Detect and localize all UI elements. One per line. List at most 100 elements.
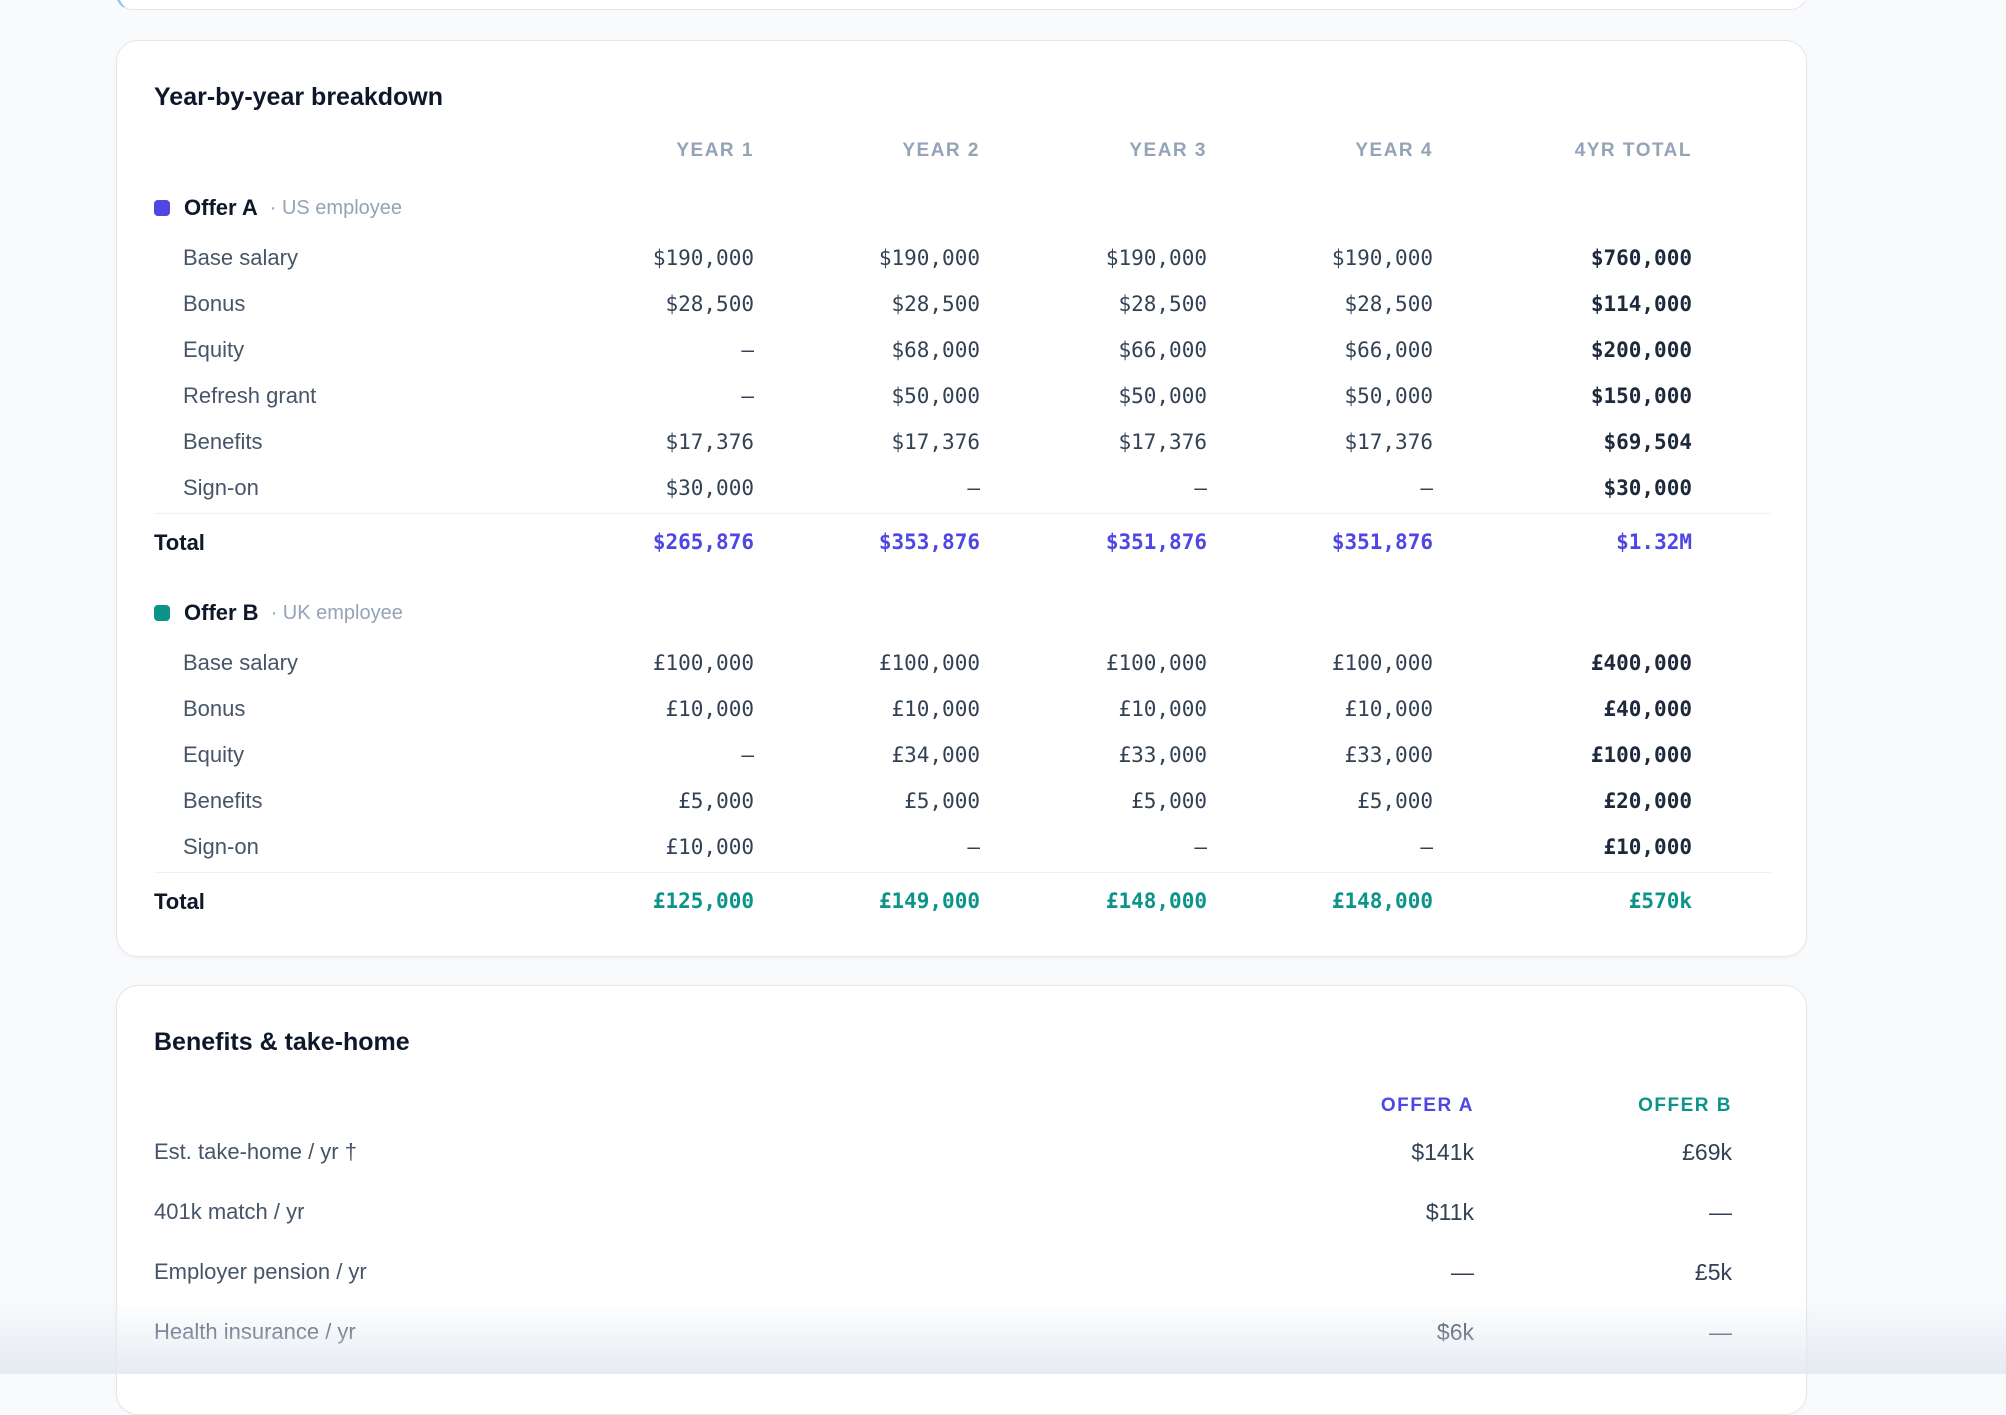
cell-year-2: £5,000 — [904, 789, 980, 813]
column-header-offer-b: OFFER B — [1638, 1095, 1732, 1116]
offer-b-value: — — [1709, 1319, 1732, 1345]
cell-year-4: $50,000 — [1344, 384, 1433, 408]
cell-4yr-total: $30,000 — [1603, 476, 1692, 500]
cell-year-4: — — [1420, 835, 1433, 859]
total-year-4: £148,000 — [1331, 889, 1433, 913]
row-label: Benefits — [183, 429, 263, 454]
cell-year-2: $50,000 — [891, 384, 980, 408]
benefits-row: Employer pension / yr — £5k — [154, 1245, 1771, 1305]
table-row: Base salary £100,000 £100,000 £100,000 £… — [154, 640, 1771, 686]
cell-year-2: $28,500 — [891, 292, 980, 316]
offer-b-swatch — [154, 605, 170, 621]
column-header-4yr-total: 4YR TOTAL — [1574, 140, 1692, 161]
cell-4yr-total: $200,000 — [1590, 338, 1692, 362]
total-4yr: $1.32M — [1616, 530, 1692, 554]
cell-year-2: $190,000 — [878, 246, 980, 270]
benefits-row: 401k match / yr $11k — — [154, 1185, 1771, 1245]
table-row: Sign-on $30,000 — — — $30,000 — [154, 465, 1771, 511]
total-label: Total — [154, 889, 205, 914]
offer-b-name: Offer B — [184, 600, 259, 625]
row-label: Base salary — [183, 650, 298, 675]
offer-a-value: $11k — [1425, 1199, 1474, 1225]
row-label: 401k match / yr — [154, 1199, 305, 1224]
row-label: Employer pension / yr — [154, 1259, 367, 1284]
row-label: Refresh grant — [183, 383, 317, 408]
cell-year-2: $68,000 — [891, 338, 980, 362]
cell-year-4: $28,500 — [1344, 292, 1433, 316]
offer-b-value: £69k — [1682, 1139, 1732, 1165]
total-year-2: $353,876 — [878, 530, 980, 554]
column-header-offer-a: OFFER A — [1380, 1095, 1474, 1116]
row-label: Bonus — [183, 291, 246, 316]
cell-4yr-total: $69,504 — [1603, 430, 1692, 454]
row-label: Est. take-home / yr † — [154, 1139, 357, 1164]
cell-year-4: $17,376 — [1344, 430, 1433, 454]
offer-a-value: $141k — [1411, 1139, 1474, 1165]
offer-a-swatch — [154, 200, 170, 216]
benefits-title: Benefits & take-home — [154, 1028, 410, 1056]
total-year-4: $351,876 — [1331, 530, 1433, 554]
total-year-3: £148,000 — [1105, 889, 1207, 913]
cell-year-3: £5,000 — [1131, 789, 1207, 813]
offer-a-value: — — [1451, 1259, 1474, 1285]
table-row: Sign-on £10,000 — — — £10,000 — [154, 824, 1771, 870]
benefits-row: Health insurance / yr $6k — — [154, 1305, 1771, 1365]
table-row: Bonus £10,000 £10,000 £10,000 £10,000 £4… — [154, 686, 1771, 732]
cell-year-3: £10,000 — [1118, 697, 1207, 721]
cell-year-1: £10,000 — [665, 835, 754, 859]
cell-year-3: £33,000 — [1118, 743, 1207, 767]
cell-year-4: $66,000 — [1344, 338, 1433, 362]
row-label: Sign-on — [183, 475, 259, 500]
cell-year-2: $17,376 — [891, 430, 980, 454]
table-row: Base salary $190,000 $190,000 $190,000 $… — [154, 235, 1771, 281]
offer-b-subtitle: · UK employee — [270, 601, 403, 624]
cell-4yr-total: £100,000 — [1590, 743, 1692, 767]
cell-year-1: $28,500 — [665, 292, 754, 316]
cell-year-4: $190,000 — [1331, 246, 1433, 270]
cell-year-2: £100,000 — [878, 651, 980, 675]
total-year-1: £125,000 — [652, 889, 754, 913]
cell-year-3: $17,376 — [1118, 430, 1207, 454]
total-year-1: $265,876 — [652, 530, 754, 554]
row-label: Bonus — [183, 696, 246, 721]
cell-year-1: $190,000 — [652, 246, 754, 270]
total-year-2: £149,000 — [878, 889, 980, 913]
table-row: Equity — $68,000 $66,000 $66,000 $200,00… — [154, 327, 1771, 373]
cell-year-1: $30,000 — [665, 476, 754, 500]
cell-4yr-total: $150,000 — [1590, 384, 1692, 408]
row-label: Benefits — [183, 788, 263, 813]
cell-year-1: £5,000 — [678, 789, 754, 813]
column-header-year-4: YEAR 4 — [1355, 140, 1433, 161]
cell-year-3: $28,500 — [1118, 292, 1207, 316]
cell-year-1: $17,376 — [665, 430, 754, 454]
offer-a-value: $6k — [1436, 1319, 1474, 1345]
table-row: Refresh grant — $50,000 $50,000 $50,000 … — [154, 373, 1771, 419]
cell-year-1: — — [741, 384, 754, 408]
table-row: Bonus $28,500 $28,500 $28,500 $28,500 $1… — [154, 281, 1771, 327]
offer-b-total-row: Total £125,000 £149,000 £148,000 £148,00… — [154, 872, 1771, 924]
cell-year-2: £34,000 — [891, 743, 980, 767]
table-row: Equity — £34,000 £33,000 £33,000 £100,00… — [154, 732, 1771, 778]
cell-4yr-total: £40,000 — [1603, 697, 1692, 721]
cell-year-3: — — [1194, 835, 1207, 859]
cell-4yr-total: £400,000 — [1590, 651, 1692, 675]
cell-year-4: £33,000 — [1344, 743, 1433, 767]
cell-year-4: £10,000 — [1344, 697, 1433, 721]
cell-year-3: $190,000 — [1105, 246, 1207, 270]
offer-a-name: Offer A — [184, 195, 258, 220]
cell-year-2: — — [967, 835, 980, 859]
offer-a-total-row: Total $265,876 $353,876 $351,876 $351,87… — [154, 513, 1771, 565]
offer-b-header: Offer B · UK employee — [154, 598, 403, 628]
cell-year-3: £100,000 — [1105, 651, 1207, 675]
cell-year-3: $50,000 — [1118, 384, 1207, 408]
total-4yr: £570k — [1628, 889, 1692, 913]
column-header-year-1: YEAR 1 — [676, 140, 754, 161]
cell-year-1: £10,000 — [665, 697, 754, 721]
row-label: Health insurance / yr — [154, 1319, 356, 1344]
total-year-3: $351,876 — [1105, 530, 1207, 554]
row-label: Equity — [183, 742, 245, 767]
cell-4yr-total: £20,000 — [1603, 789, 1692, 813]
cell-4yr-total: $760,000 — [1590, 246, 1692, 270]
breakdown-title: Year-by-year breakdown — [154, 83, 444, 111]
offer-a-subtitle: · US employee — [269, 196, 403, 219]
